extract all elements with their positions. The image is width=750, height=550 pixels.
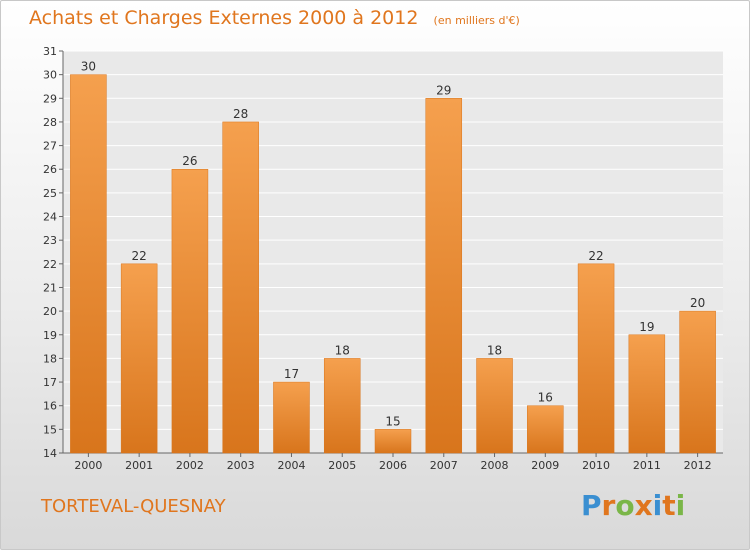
data-labels: 30 22 26 28 17 18 15 29 18 16 22 19 20 (81, 60, 706, 429)
x-tick-label-2007: 2007 (430, 459, 458, 472)
proxiti-logo[interactable]: Proxiti (581, 489, 685, 522)
logo-letter: P (581, 489, 602, 522)
x-axis: 2000 2001 2002 2003 2004 2005 2006 2007 2008 2009… (74, 453, 712, 472)
bar-2010 (577, 263, 615, 454)
x-tick-label-2004: 2004 (277, 459, 305, 472)
plot-area (63, 51, 723, 453)
data-label-2009: 16 (538, 391, 553, 405)
bar-2012 (679, 310, 716, 454)
y-tick-label: 15 (43, 423, 57, 436)
y-tick-label: 17 (43, 376, 57, 389)
y-tick-label: 24 (43, 211, 57, 224)
y-tick-label: 22 (43, 258, 57, 271)
data-label-2001: 22 (132, 249, 147, 263)
data-label-2000: 30 (81, 60, 96, 74)
bar-2001 (120, 263, 158, 454)
bar-2000 (70, 74, 107, 454)
bar-2009 (527, 405, 564, 454)
logo-letter: i (652, 489, 663, 522)
data-label-2006: 15 (385, 414, 400, 428)
y-tick-label: 16 (43, 400, 57, 413)
logo-letter: x (634, 489, 653, 522)
y-tick-label: 27 (43, 140, 57, 153)
chart-title: Achats et Charges Externes 2000 à 2012 (29, 7, 419, 29)
y-tick-label: 28 (43, 116, 57, 129)
data-label-2010: 22 (588, 249, 603, 263)
bar-2002 (171, 168, 209, 454)
bar-2011 (628, 334, 666, 454)
y-tick-label: 18 (43, 352, 57, 365)
y-tick-label: 30 (43, 69, 57, 82)
x-tick-label-2001: 2001 (125, 459, 153, 472)
y-tick-label: 20 (43, 305, 57, 318)
y-tick-label: 25 (43, 187, 57, 200)
x-tick-label-2009: 2009 (531, 459, 559, 472)
data-label-2003: 28 (233, 107, 248, 121)
data-label-2008: 18 (487, 343, 502, 357)
x-tick-label-2006: 2006 (379, 459, 407, 472)
x-tick-label-2012: 2012 (684, 459, 712, 472)
logo-letter: t (662, 489, 676, 522)
data-label-2002: 26 (182, 154, 197, 168)
y-tick-label: 31 (43, 45, 57, 58)
logo-letter: i (675, 489, 686, 522)
x-tick-label-2005: 2005 (328, 459, 356, 472)
chart-subtitle: (en milliers d'€) (433, 14, 520, 27)
x-tick-label-2000: 2000 (74, 459, 102, 472)
logo-letter: r (601, 489, 616, 522)
bar-2004 (273, 381, 310, 454)
x-tick-label-2010: 2010 (582, 459, 610, 472)
data-label-2011: 19 (639, 320, 654, 334)
data-label-2004: 17 (284, 367, 299, 381)
y-tick-label: 23 (43, 234, 57, 247)
y-tick-label: 21 (43, 281, 57, 294)
bar-2007 (425, 98, 463, 454)
logo-letter: o (615, 489, 635, 522)
x-tick-label-2011: 2011 (633, 459, 661, 472)
x-tick-label-2002: 2002 (176, 459, 204, 472)
x-tick-label-2008: 2008 (481, 459, 509, 472)
y-tick-label: 19 (43, 329, 57, 342)
commune-name: TORTEVAL-QUESNAY (41, 496, 226, 517)
bars (70, 74, 716, 454)
y-tick-label: 14 (43, 447, 57, 460)
y-tick-label: 26 (43, 163, 57, 176)
y-tick-label: 29 (43, 92, 57, 105)
x-tick-label-2003: 2003 (227, 459, 255, 472)
bar-2006 (374, 429, 412, 454)
data-label-2007: 29 (436, 83, 451, 97)
data-label-2012: 20 (690, 296, 705, 310)
data-label-2005: 18 (335, 343, 350, 357)
bar-2005 (323, 358, 361, 454)
bar-2008 (476, 358, 513, 454)
title-block: Achats et Charges Externes 2000 à 2012 (… (29, 7, 520, 29)
bar-2003 (222, 121, 259, 454)
